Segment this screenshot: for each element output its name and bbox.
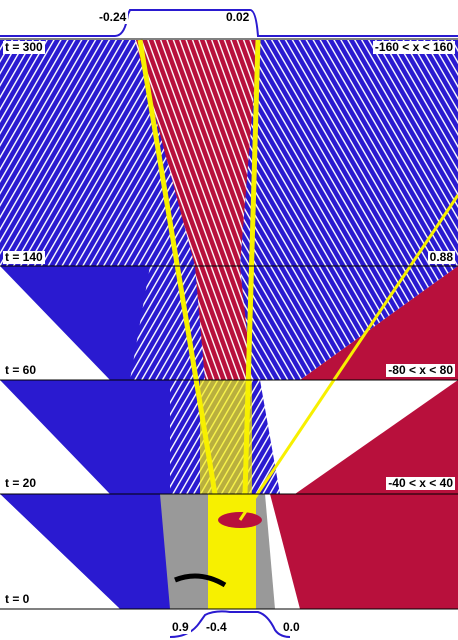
profile-label: -0.24	[97, 11, 128, 24]
profile-label: 0.9	[170, 621, 191, 634]
yellow-band	[208, 494, 256, 609]
time-label: t = 140	[3, 251, 45, 264]
profile-label: -0.4	[204, 621, 229, 634]
profile-label: 0.02	[224, 11, 251, 24]
figure: -0.24 0.02 t = 300 -160 < x < 160 t = 14…	[0, 0, 458, 640]
time-label: t = 300	[3, 41, 45, 54]
time-label: t = 0	[3, 593, 31, 606]
right-waves	[240, 40, 458, 266]
range-label: -160 < x < 160	[373, 41, 455, 54]
profile-label: 0.0	[281, 621, 302, 634]
time-label: t = 60	[3, 364, 38, 377]
range-label: -80 < x < 80	[386, 364, 455, 377]
red-domain	[270, 494, 458, 609]
time-label: t = 20	[3, 477, 38, 490]
range-label: -40 < x < 40	[386, 477, 455, 490]
spacetime-plot	[0, 0, 458, 640]
value-label: 0.88	[428, 251, 455, 264]
